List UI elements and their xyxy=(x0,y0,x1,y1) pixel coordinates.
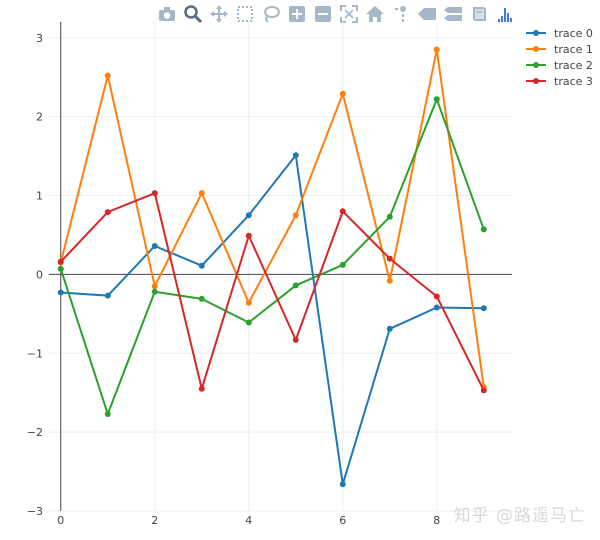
data-point[interactable] xyxy=(292,212,299,219)
modebar xyxy=(156,2,516,26)
legend-swatch-marker xyxy=(533,30,539,36)
legend-swatch-marker xyxy=(533,46,539,52)
data-point[interactable] xyxy=(292,336,299,343)
data-point[interactable] xyxy=(433,304,440,311)
x-tick-label: 2 xyxy=(151,514,158,527)
data-point[interactable] xyxy=(151,288,158,295)
data-point[interactable] xyxy=(151,190,158,197)
data-point[interactable] xyxy=(245,299,252,306)
data-point[interactable] xyxy=(198,385,205,392)
series-3 xyxy=(57,190,487,394)
series-line xyxy=(59,48,485,388)
data-point[interactable] xyxy=(245,212,252,219)
legend: trace 0 trace 1 trace 2 trace 3 xyxy=(526,27,593,88)
legend-item-2[interactable]: trace 2 xyxy=(526,59,593,72)
data-point[interactable] xyxy=(245,232,252,239)
data-point[interactable] xyxy=(104,209,111,216)
data-point[interactable] xyxy=(386,213,393,220)
data-point[interactable] xyxy=(198,190,205,197)
data-point[interactable] xyxy=(386,277,393,284)
data-point[interactable] xyxy=(151,242,158,249)
autoscale-icon[interactable] xyxy=(338,3,360,25)
x-tick-label: 8 xyxy=(433,514,440,527)
data-point[interactable] xyxy=(292,152,299,159)
box-select-icon[interactable] xyxy=(234,3,256,25)
y-tick-label: 1 xyxy=(36,190,43,203)
data-point[interactable] xyxy=(433,46,440,53)
spike-lines-icon[interactable] xyxy=(390,3,412,25)
y-tick-label: −3 xyxy=(27,505,43,518)
data-point[interactable] xyxy=(104,410,111,417)
legend-label: trace 2 xyxy=(554,59,593,72)
series-line xyxy=(59,98,485,415)
data-point[interactable] xyxy=(339,261,346,268)
series-2 xyxy=(57,96,487,417)
lasso-select-icon[interactable] xyxy=(260,3,282,25)
legend-label: trace 1 xyxy=(554,43,593,56)
legend-label: trace 0 xyxy=(554,27,593,40)
data-point[interactable] xyxy=(386,255,393,262)
data-point[interactable] xyxy=(245,319,252,326)
legend-label: trace 3 xyxy=(554,75,593,88)
data-point[interactable] xyxy=(339,90,346,97)
data-point[interactable] xyxy=(151,283,158,290)
data-point[interactable] xyxy=(104,72,111,79)
plotly-logo-icon[interactable] xyxy=(494,3,516,25)
y-tick-label: 3 xyxy=(36,32,43,45)
zoom-out-icon[interactable] xyxy=(312,3,334,25)
data-point[interactable] xyxy=(480,387,487,394)
y-tick-label: 2 xyxy=(36,111,43,124)
legend-item-1[interactable]: trace 1 xyxy=(526,43,593,56)
legend-item-3[interactable]: trace 3 xyxy=(526,75,593,88)
data-point[interactable] xyxy=(339,481,346,488)
y-tick-label: 0 xyxy=(36,268,43,281)
x-tick-label: 6 xyxy=(339,514,346,527)
data-point[interactable] xyxy=(198,262,205,269)
data-point[interactable] xyxy=(57,258,64,265)
watermark-text: 知乎 @路遥马亡 xyxy=(453,506,586,526)
data-point[interactable] xyxy=(433,96,440,103)
data-point[interactable] xyxy=(198,295,205,302)
data-point[interactable] xyxy=(386,325,393,332)
y-tick-label: −2 xyxy=(27,426,43,439)
pan-icon[interactable] xyxy=(208,3,230,25)
y-tick-label: −1 xyxy=(27,347,43,360)
axes: −3 −2 −1 0 1 2 3 0 2 4 6 8 xyxy=(27,22,512,527)
zoom-in-icon[interactable] xyxy=(286,3,308,25)
legend-item-0[interactable]: trace 0 xyxy=(526,27,593,40)
legend-swatch-marker xyxy=(533,78,539,84)
reset-axes-icon[interactable] xyxy=(364,3,386,25)
data-point[interactable] xyxy=(57,265,64,272)
data-point[interactable] xyxy=(433,293,440,300)
hover-closest-icon[interactable] xyxy=(416,3,438,25)
zoom-icon[interactable] xyxy=(182,3,204,25)
series-1 xyxy=(57,46,487,391)
x-tick-label: 4 xyxy=(245,514,252,527)
legend-swatch-marker xyxy=(533,62,539,68)
series-line xyxy=(60,192,485,391)
data-point[interactable] xyxy=(292,282,299,289)
data-point[interactable] xyxy=(104,292,111,299)
series-0 xyxy=(57,152,487,488)
data-point[interactable] xyxy=(480,226,487,233)
edit-chart-icon[interactable] xyxy=(468,3,490,25)
data-point[interactable] xyxy=(339,208,346,215)
series-line xyxy=(60,154,484,486)
camera-icon[interactable] xyxy=(156,3,178,25)
x-tick-label: 0 xyxy=(57,514,64,527)
data-point[interactable] xyxy=(480,305,487,312)
data-point[interactable] xyxy=(57,289,64,296)
series-layer xyxy=(57,46,487,488)
hover-compare-icon[interactable] xyxy=(442,3,464,25)
